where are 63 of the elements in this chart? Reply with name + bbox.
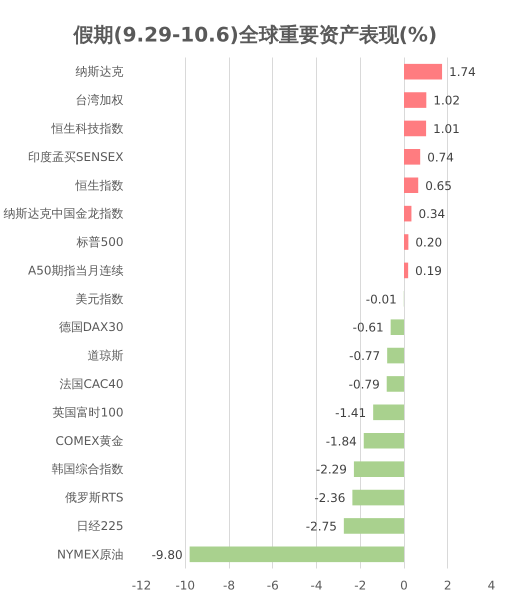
data-label: 0.74 — [427, 150, 454, 164]
data-label: -0.61 — [352, 320, 384, 335]
bar — [404, 149, 420, 165]
bar — [387, 348, 404, 364]
y-tick-label: 美元指数 — [76, 292, 124, 306]
y-tick-label: 印度孟买SENSEX — [28, 150, 124, 164]
y-tick-label: COMEX黄金 — [56, 434, 124, 448]
x-tick-label: -2 — [354, 578, 366, 592]
y-tick-label: 纳斯达克 — [76, 64, 124, 79]
data-label: 0.65 — [425, 178, 452, 193]
bar — [364, 432, 404, 449]
y-tick-label: 恒生指数 — [74, 178, 124, 192]
y-tick-label: NYMEX原油 — [57, 547, 124, 562]
bar — [404, 234, 408, 250]
bar — [404, 262, 408, 278]
data-label: -2.29 — [316, 462, 347, 477]
data-label: 1.02 — [433, 94, 460, 108]
y-tick-label: 日经225 — [76, 518, 124, 533]
x-tick-label: 4 — [488, 578, 496, 592]
y-tick-label: 道琼斯 — [88, 348, 124, 363]
data-label: -0.01 — [366, 292, 397, 306]
y-tick-label: 英国富时100 — [52, 405, 124, 420]
x-tick-label: -6 — [266, 578, 279, 592]
data-label: 1.74 — [449, 65, 476, 80]
data-label: -0.79 — [348, 377, 380, 392]
y-tick-label: 纳斯达克中国金龙指数 — [4, 206, 124, 221]
bar — [404, 206, 412, 222]
bar — [344, 518, 404, 534]
y-tick-label: A50期指当月连续 — [28, 263, 124, 278]
bar — [386, 376, 404, 392]
data-label: -9.80 — [152, 548, 183, 562]
bar — [354, 461, 404, 477]
bar — [404, 64, 442, 80]
y-tick-label: 标普500 — [76, 235, 124, 250]
data-label: -1.41 — [335, 406, 366, 420]
bar — [352, 490, 404, 506]
y-tick-label: 法国CAC40 — [59, 376, 124, 391]
x-tick-label: -12 — [132, 578, 152, 592]
bar — [190, 546, 404, 562]
x-tick-label: -8 — [223, 578, 235, 592]
y-tick-label: 恒生科技指数 — [50, 121, 124, 136]
bar — [390, 319, 404, 335]
x-tick-label: 0 — [400, 578, 408, 592]
data-label: 0.34 — [418, 207, 446, 222]
bar — [404, 120, 426, 136]
data-label: 0.19 — [415, 264, 442, 278]
data-label: 1.01 — [433, 122, 460, 136]
x-tick-label: -4 — [310, 578, 322, 592]
bar — [373, 404, 404, 420]
bar — [404, 177, 418, 194]
bar — [404, 92, 426, 108]
y-tick-label: 德国DAX30 — [58, 320, 124, 334]
data-label: -0.77 — [349, 349, 380, 364]
y-tick-label: 韩国综合指数 — [52, 462, 124, 476]
data-label: -1.84 — [326, 434, 357, 448]
data-label: 0.20 — [415, 236, 442, 250]
x-tick-label: 2 — [444, 578, 452, 592]
chart-title: 假期(9.29-10.6)全球重要资产表现(%) — [72, 22, 438, 46]
data-label: -2.36 — [314, 491, 346, 506]
y-tick-label: 俄罗斯RTS — [65, 490, 124, 505]
data-label: -2.75 — [306, 519, 337, 534]
y-tick-label: 台湾加权 — [76, 93, 124, 108]
x-tick-label: -10 — [175, 578, 196, 592]
